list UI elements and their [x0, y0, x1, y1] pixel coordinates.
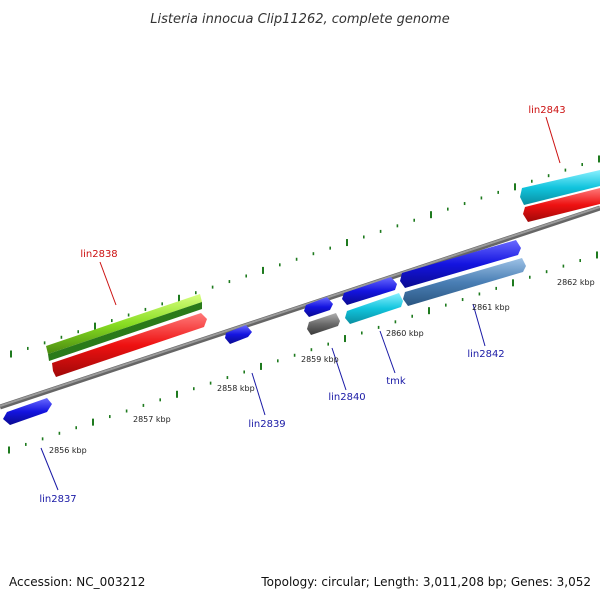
tick-label-2859: 2859 kbp	[301, 355, 339, 364]
gene-tmk-feature[interactable]	[345, 293, 403, 324]
gene-lin2837-feature[interactable]	[3, 398, 52, 425]
gene-lin2843-feature[interactable]	[523, 188, 600, 222]
gene-lin2840-feature[interactable]	[304, 297, 333, 317]
tick-label-2857: 2857 kbp	[133, 415, 171, 424]
tick-label-2858: 2858 kbp	[217, 384, 255, 393]
genome-backbone-highlight	[0, 206, 600, 407]
gene-label-lin2839[interactable]: lin2839	[248, 419, 285, 430]
gene-leader-lines	[40, 116, 561, 491]
gene-lin2840-gray-feature[interactable]	[307, 313, 340, 335]
kbp-tick-labels: 2856 kbp 2857 kbp 2858 kbp 2859 kbp 2860…	[49, 278, 595, 455]
tick-label-2861: 2861 kbp	[472, 303, 510, 312]
gene-lin2843-cyan-feature[interactable]	[520, 170, 600, 205]
gene-label-lin2843[interactable]: lin2843	[528, 105, 565, 116]
accession-text: Accession: NC_003212	[9, 575, 145, 589]
tick-label-2860: 2860 kbp	[386, 329, 424, 338]
tick-label-2856: 2856 kbp	[49, 446, 87, 455]
tick-dots	[8, 155, 600, 454]
map-title: Listeria innocua Clip11262, complete gen…	[150, 12, 449, 27]
gene-lin2839-feature[interactable]	[225, 325, 252, 344]
gene-label-lin2840[interactable]: lin2840	[328, 392, 365, 403]
gene-label-lin2837[interactable]: lin2837	[39, 494, 76, 505]
gene-features	[3, 170, 600, 425]
gene-label-tmk[interactable]: tmk	[386, 376, 406, 387]
gene-labels: lin2837 lin2838 lin2839 lin2840 tmk lin2…	[39, 105, 565, 505]
gene-label-lin2842[interactable]: lin2842	[467, 349, 504, 360]
gene-label-lin2838[interactable]: lin2838	[80, 249, 117, 260]
gene-lin2838-green-feature[interactable]	[46, 294, 202, 361]
gene-lin2838-red-feature[interactable]	[52, 313, 207, 377]
gene-tmk-blue-feature[interactable]	[342, 277, 397, 305]
gene-lin2842-feature[interactable]	[403, 258, 526, 306]
tick-label-2862: 2862 kbp	[557, 278, 595, 287]
gene-lin2842-blue-feature[interactable]	[400, 240, 521, 288]
genome-summary-text: Topology: circular; Length: 3,011,208 bp…	[260, 575, 591, 589]
